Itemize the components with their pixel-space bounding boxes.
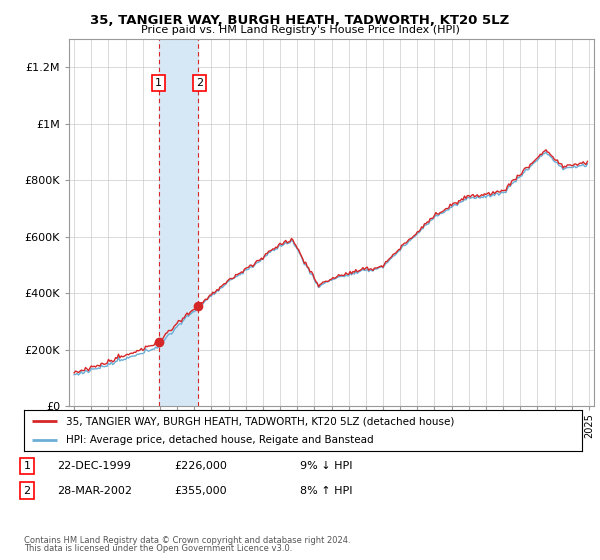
Text: 2: 2 bbox=[196, 78, 203, 88]
Text: 8% ↑ HPI: 8% ↑ HPI bbox=[300, 486, 353, 496]
Text: £355,000: £355,000 bbox=[174, 486, 227, 496]
Text: This data is licensed under the Open Government Licence v3.0.: This data is licensed under the Open Gov… bbox=[24, 544, 292, 553]
Text: 22-DEC-1999: 22-DEC-1999 bbox=[57, 461, 131, 471]
Text: 35, TANGIER WAY, BURGH HEATH, TADWORTH, KT20 5LZ: 35, TANGIER WAY, BURGH HEATH, TADWORTH, … bbox=[91, 14, 509, 27]
Text: Price paid vs. HM Land Registry's House Price Index (HPI): Price paid vs. HM Land Registry's House … bbox=[140, 25, 460, 35]
Text: HPI: Average price, detached house, Reigate and Banstead: HPI: Average price, detached house, Reig… bbox=[66, 435, 373, 445]
Text: Contains HM Land Registry data © Crown copyright and database right 2024.: Contains HM Land Registry data © Crown c… bbox=[24, 536, 350, 545]
Text: 28-MAR-2002: 28-MAR-2002 bbox=[57, 486, 132, 496]
Bar bbox=[160, 39, 199, 406]
Text: 1: 1 bbox=[23, 461, 31, 471]
Text: £226,000: £226,000 bbox=[174, 461, 227, 471]
Text: 35, TANGIER WAY, BURGH HEATH, TADWORTH, KT20 5LZ (detached house): 35, TANGIER WAY, BURGH HEATH, TADWORTH, … bbox=[66, 417, 454, 426]
Text: 2: 2 bbox=[23, 486, 31, 496]
Text: 1: 1 bbox=[155, 78, 162, 88]
Text: 9% ↓ HPI: 9% ↓ HPI bbox=[300, 461, 353, 471]
